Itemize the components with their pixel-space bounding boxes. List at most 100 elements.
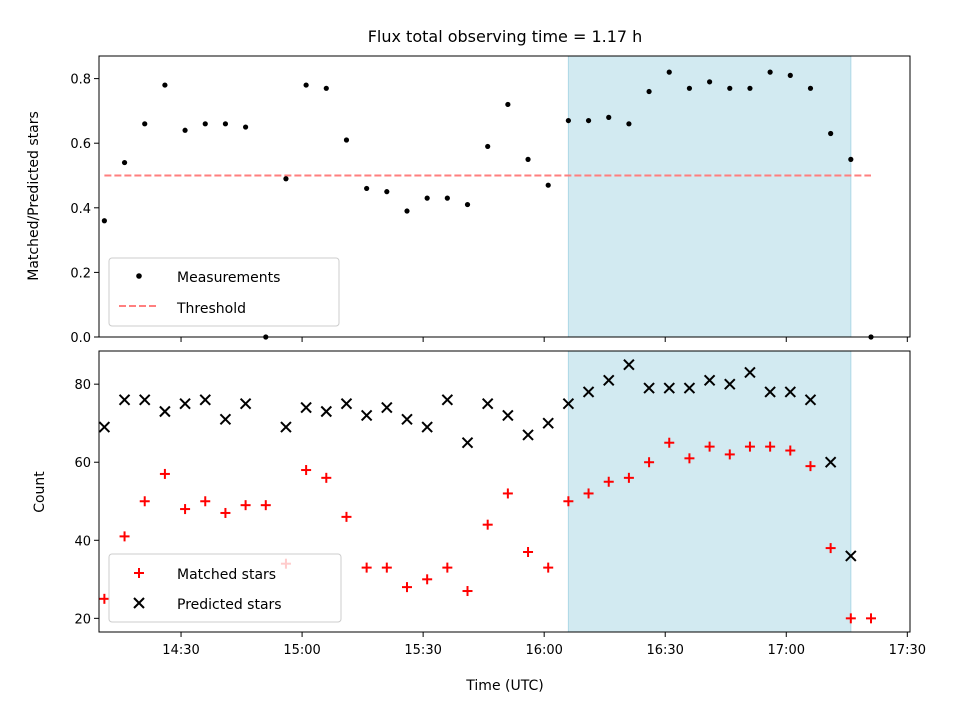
measurement-point	[666, 69, 672, 75]
predicted-star-point	[502, 409, 514, 422]
predicted-star-point	[845, 550, 857, 562]
measurement-point	[565, 117, 571, 124]
matched-star-point	[99, 593, 110, 604]
matched-star-point	[845, 613, 856, 624]
matched-star-point	[301, 465, 312, 476]
matched-star-point	[180, 504, 191, 515]
measurement-point	[424, 195, 430, 201]
measurement-point	[323, 85, 329, 91]
predicted-star-point	[340, 397, 353, 410]
x-tick-label: 15:30	[404, 643, 441, 658]
measurement-point	[303, 82, 309, 88]
matched-star-point	[704, 441, 715, 452]
legend-threshold-label: Threshold	[176, 301, 246, 317]
predicted-star-point	[724, 378, 736, 390]
measurement-point	[222, 121, 229, 127]
matched-star-point	[159, 468, 170, 479]
x-tick-label: 17:00	[768, 643, 805, 658]
bottom-plot-frame	[98, 350, 911, 633]
measurement-point	[686, 85, 693, 91]
matched-star-point	[119, 531, 130, 542]
legend-matched-label: Matched stars	[177, 567, 276, 583]
predicted-star-point	[623, 358, 635, 371]
top-x-ticks	[180, 337, 908, 342]
predicted-star-point	[643, 382, 655, 394]
legend-predicted-marker	[133, 597, 145, 609]
bottom-shaded-region-layer	[567, 350, 852, 633]
top-y-tick-label: 0.4	[70, 202, 91, 217]
measurement-point	[404, 208, 410, 214]
matched-star-point	[765, 441, 776, 452]
measurement-point	[505, 101, 511, 108]
predicted-star-point	[98, 421, 111, 433]
measurement-point	[343, 137, 350, 143]
legend-measurements-label: Measurements	[177, 270, 280, 286]
measurement-point	[828, 130, 834, 137]
x-tick-label: 14:30	[162, 643, 199, 658]
predicted-star-point	[481, 397, 494, 410]
measurement-point	[142, 121, 148, 127]
bottom-y-axis-label: Count	[32, 471, 48, 513]
matched-star-point	[220, 507, 231, 518]
predicted-star-point	[764, 386, 776, 398]
predicted-star-point	[139, 394, 151, 406]
bottom-legend-box	[108, 553, 342, 623]
count-points-layer	[98, 358, 876, 624]
predicted-star-point	[199, 394, 211, 406]
predicted-star-point	[582, 386, 595, 398]
bottom-y-axis: 20 40 60 80	[74, 378, 99, 627]
matched-star-point	[381, 562, 392, 573]
matched-star-point	[321, 472, 332, 483]
measurement-point	[606, 114, 612, 120]
predicted-star-point	[603, 374, 615, 386]
matched-star-point	[401, 582, 412, 593]
matched-star-point	[502, 488, 513, 499]
measurement-point	[525, 156, 531, 162]
predicted-star-point	[179, 397, 191, 410]
x-tick-label: 17:30	[889, 643, 926, 658]
measurement-point	[707, 79, 713, 85]
predicted-star-point	[401, 413, 413, 426]
predicted-star-point	[421, 421, 433, 433]
top-y-axis-label: Matched/Predicted stars	[26, 111, 42, 281]
top-panel: 0.00.20.40.60.8 Matched/Predicted stars …	[26, 55, 911, 346]
legend-predicted-label: Predicted stars	[177, 597, 282, 613]
predicted-star-point	[461, 437, 474, 449]
measurement-point	[585, 117, 592, 124]
bottom-y-tick-label: 20	[74, 612, 91, 627]
bottom-shaded-region	[567, 350, 852, 633]
predicted-star-point	[522, 429, 534, 441]
top-y-axis: 0.0 0.2 0.4 0.6 0.8	[70, 73, 99, 346]
matched-star-point	[664, 437, 675, 448]
matched-star-point	[865, 613, 876, 624]
measurement-point	[464, 201, 471, 208]
bottom-y-tick-label: 40	[74, 534, 91, 549]
matched-star-point	[603, 476, 614, 487]
matched-star-point	[361, 562, 372, 573]
matched-star-point	[825, 543, 836, 554]
matched-star-point	[482, 519, 493, 530]
matched-star-point	[523, 546, 534, 557]
predicted-star-point	[824, 456, 837, 468]
predicted-star-point	[320, 405, 333, 418]
top-shaded-region	[567, 55, 852, 338]
matched-star-point	[563, 496, 574, 507]
matched-star-point	[623, 472, 634, 483]
bottom-y-tick-label: 80	[74, 378, 91, 393]
matched-star-point	[583, 488, 594, 499]
matched-star-point	[805, 461, 816, 472]
predicted-star-point	[784, 386, 797, 398]
predicted-star-point	[118, 394, 131, 406]
x-tick-label: 16:30	[646, 643, 683, 658]
predicted-star-point	[300, 401, 312, 414]
measurement-point	[767, 69, 773, 75]
predicted-star-point	[663, 382, 675, 394]
measurement-point	[384, 189, 390, 195]
predicted-star-point	[804, 394, 817, 406]
measurement-point	[162, 82, 168, 88]
matched-star-point	[139, 496, 150, 507]
predicted-star-point	[542, 417, 554, 429]
matched-star-point	[341, 511, 352, 522]
measurement-point	[202, 121, 208, 127]
